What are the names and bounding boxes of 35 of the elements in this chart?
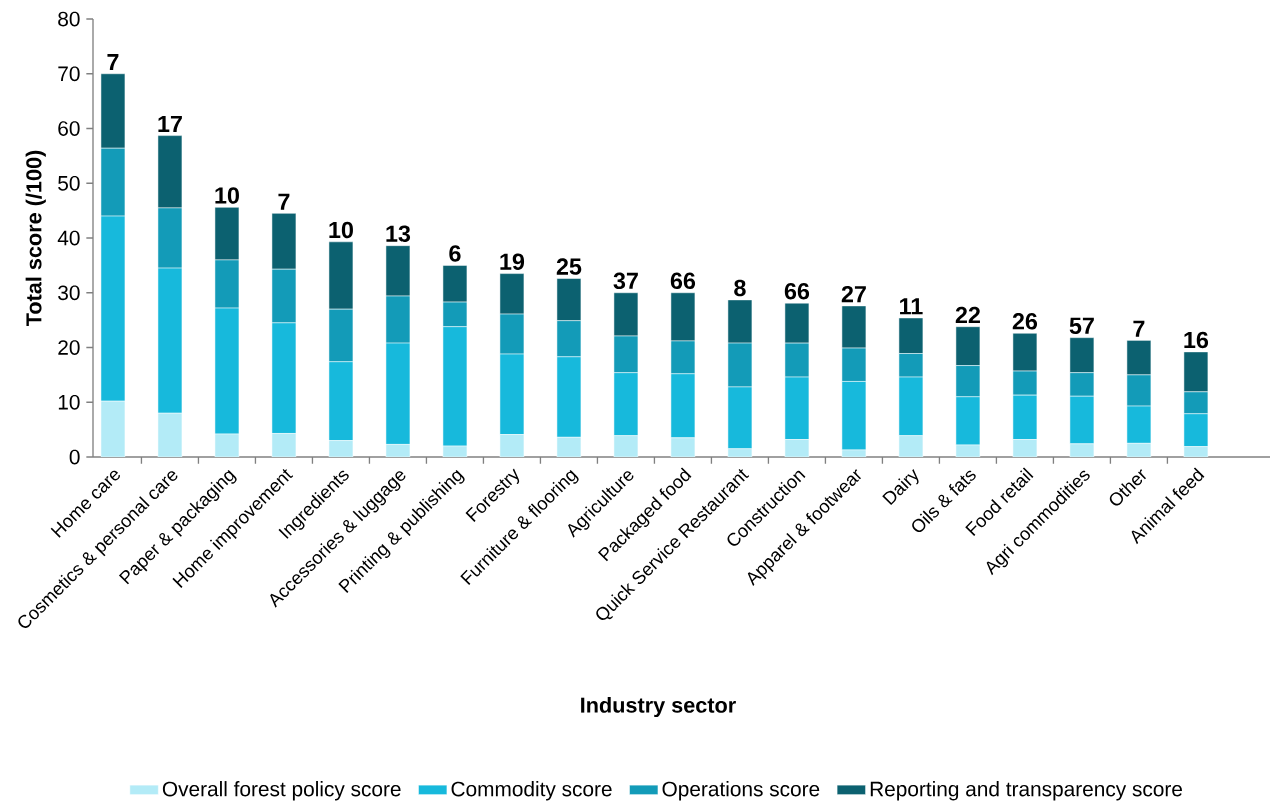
y-tick-label: 30 — [58, 285, 80, 301]
annotation: 25 — [556, 258, 582, 275]
annotation: 57 — [1069, 317, 1094, 334]
y-tick-label: 40 — [57, 230, 80, 246]
annotation: 10 — [215, 187, 239, 204]
annotation: 16 — [1184, 331, 1209, 349]
legend-label: Overall forest policy score — [162, 781, 401, 801]
annotation: 66 — [784, 282, 810, 300]
annotation: 37 — [613, 272, 638, 290]
y-tick-label: 50 — [58, 175, 80, 191]
annotation: 7 — [107, 54, 119, 71]
annotation: 22 — [955, 306, 980, 324]
y-tick-label: 10 — [58, 394, 80, 410]
legend-label: Operations score — [662, 781, 820, 801]
y-tick-label: 0 — [69, 449, 80, 465]
legend-label: Commodity score — [451, 781, 612, 801]
y-tick-label: 70 — [58, 66, 80, 82]
y-tick-label: 60 — [58, 121, 80, 136]
annotation: 27 — [841, 285, 866, 303]
y-tick-label: 20 — [58, 340, 80, 355]
annotation: 11 — [900, 298, 923, 315]
annotation: 7 — [278, 193, 290, 210]
annotation: 6 — [449, 245, 461, 262]
y-axis-title: Total score (/100) — [25, 150, 46, 327]
annotation: 66 — [670, 272, 696, 290]
annotation: 26 — [1012, 313, 1038, 330]
annotation: 13 — [386, 225, 411, 242]
y-tick-label: 80 — [58, 11, 80, 27]
annotation: 17 — [158, 115, 182, 132]
annotation: 7 — [1133, 320, 1145, 337]
annotation: 19 — [500, 253, 525, 270]
x-axis-title: Industry sector — [581, 696, 736, 718]
legend-label: Reporting and transparency score — [870, 781, 1182, 801]
annotation: 8 — [734, 279, 746, 297]
annotation: 10 — [329, 221, 353, 239]
